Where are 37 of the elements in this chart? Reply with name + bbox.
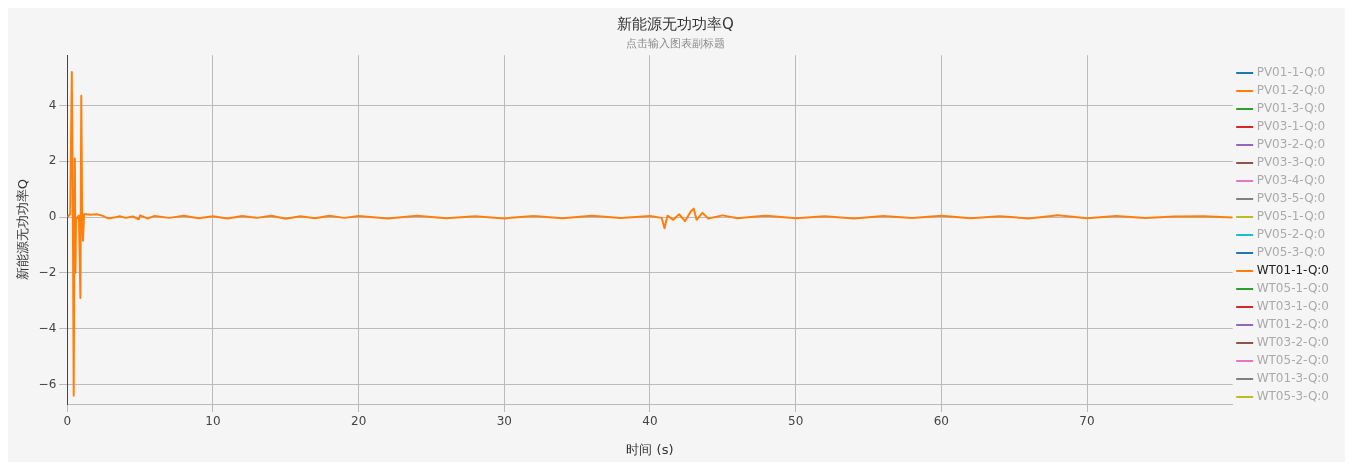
y-tick-label: 0 [48,209,57,224]
legend-label: PV03-5-Q:0 [1256,191,1326,206]
legend-label: PV01-3-Q:0 [1256,101,1326,116]
legend-label: PV05-1-Q:0 [1256,209,1326,224]
legend-label: WT03-2-Q:0 [1256,335,1330,350]
y-tick-label: 2 [48,153,57,168]
x-tick-label: 50 [788,414,804,429]
legend-label: PV01-2-Q:0 [1256,83,1326,98]
chart-subtitle: 点击输入图表副标题 [626,37,725,51]
y-tick-label: 4 [48,97,57,112]
legend-label: WT03-1-Q:0 [1256,299,1330,314]
x-axis-title: 时间 (s) [626,441,674,457]
y-tick-label: −2 [38,264,57,279]
legend-label: PV05-3-Q:0 [1256,245,1326,260]
legend-label: WT05-1-Q:0 [1256,281,1330,296]
legend-label: WT05-3-Q:0 [1256,389,1330,404]
x-tick-label: 60 [933,414,949,429]
legend-label: PV03-3-Q:0 [1256,155,1326,170]
x-tick-label: 70 [1079,414,1095,429]
legend-label: PV03-1-Q:0 [1256,119,1326,134]
y-axis-title: 新能源无功功率Q [15,178,31,281]
chart-title: 新能源无功功率Q [617,14,734,33]
x-tick-label: 10 [205,414,221,429]
x-tick-label: 40 [642,414,658,429]
legend-label: PV05-2-Q:0 [1256,227,1326,242]
x-tick-label: 0 [63,414,72,429]
x-tick-label: 20 [351,414,367,429]
legend-label: PV01-1-Q:0 [1256,65,1326,80]
legend-label: PV03-2-Q:0 [1256,137,1326,152]
legend-label: WT01-2-Q:0 [1256,317,1330,332]
y-tick-label: −6 [38,376,57,391]
legend-label: WT01-3-Q:0 [1256,371,1330,386]
legend-label: WT05-2-Q:0 [1256,353,1330,368]
legend-label: WT01-1-Q:0 [1256,263,1330,278]
legend-label: PV03-4-Q:0 [1256,173,1326,188]
x-tick-label: 30 [496,414,512,429]
y-tick-label: −4 [38,320,57,335]
